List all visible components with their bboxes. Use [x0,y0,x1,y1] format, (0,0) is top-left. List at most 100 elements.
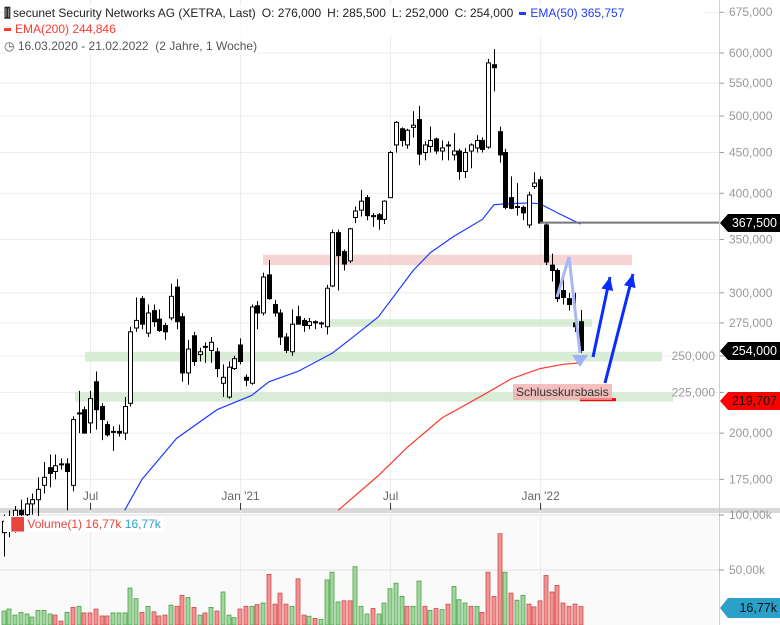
bar-chart-icon: ▐█ [7,517,25,531]
volume-bar [220,591,226,625]
candle [457,148,462,180]
volume-bar [416,580,422,625]
candle-body [30,499,35,505]
candle-body [42,476,47,486]
candle [140,296,145,330]
candle [348,227,353,264]
candle [273,299,278,317]
volume-bar [64,611,70,625]
candle [550,253,555,282]
candle-body [480,139,485,150]
candle-body [561,290,566,298]
candle-body [48,467,53,474]
volume-bar [554,585,560,625]
candle-body [382,200,387,220]
candle-body [157,318,162,332]
volume-bar [277,592,283,625]
candlestick-icon[interactable]: ⫿⫿ [4,6,11,20]
candle-body [134,319,139,329]
y-tick-label: 450,000 [729,146,773,160]
date-range-row: ◷ 16.03.2020 - 21.02.2022 (2 Jahre, 1 Wo… [4,38,258,54]
candle [325,284,330,335]
candle-body [128,331,133,404]
volume-bar [312,618,318,625]
candle-body [509,197,514,209]
candle [53,454,58,480]
volume-bar [549,591,555,625]
volume-bar [364,613,370,625]
volume-bar [104,615,110,625]
volume-bar [185,597,191,625]
volume-bar [485,571,491,625]
volume-bar [301,614,307,625]
candle [203,342,208,363]
volume-bar [451,586,457,625]
candle-body [175,286,180,323]
volume-bar [347,600,353,625]
volume-bar [272,603,278,625]
candle-body [423,144,428,154]
candle-body [198,351,203,356]
volume-bar [566,605,572,625]
rebound-arrow-2 [603,273,635,384]
candle-body [394,121,399,146]
candle-body [215,351,220,370]
volume-bar [127,587,133,625]
volume-bar [508,592,514,625]
candle-body [186,348,191,374]
candle-body [492,64,497,69]
volume-bar [231,617,237,625]
ema-lines [124,202,581,511]
candle [30,493,35,515]
candle-body [463,152,468,173]
candle-body [152,310,157,323]
candle [521,205,526,221]
candle-body [313,321,318,324]
volume-value-secondary: 16,77k [124,517,161,531]
candle-body [515,206,520,209]
ema50-legend[interactable]: EMA(50) 365,757 [519,5,624,21]
candle [111,426,116,451]
candle-body [428,139,433,147]
candle [77,390,82,434]
candle [261,272,266,316]
candle-body [342,251,347,265]
candle [59,458,64,470]
candle [175,279,180,330]
candle-body [140,298,145,325]
y-tick-label: 600,000 [729,46,773,60]
candle-body [348,228,353,262]
candle [561,275,566,305]
volume-bar [81,612,87,625]
candle-body [353,210,358,218]
volume-bars [1,533,584,625]
candle-body [336,232,341,257]
volume-bar [41,609,47,625]
volume-legend[interactable]: ▐█ Volume(1) 16,77k 16,77k [4,516,164,532]
panel-separator[interactable] [0,508,780,513]
x-tick-label: Jan '22 [521,489,560,503]
ema200-legend[interactable]: EMA(200) 244,846 [4,21,116,37]
candle [180,313,185,382]
rebound-arrow-1 [591,276,612,358]
volume-bar [116,612,122,625]
candle-body [411,124,416,128]
candle-body [498,131,503,156]
projection-arrowhead-icon [572,355,588,367]
candle [567,292,572,311]
candle [192,331,197,366]
candle-body [53,465,58,473]
candle-body [388,152,393,199]
candle-body [238,344,243,362]
volume-bar [468,605,474,625]
volume-bar [324,579,330,625]
volume-bar [197,614,203,625]
candle [538,176,543,224]
candle [382,200,387,225]
candle [336,229,341,291]
candle-body [521,206,526,214]
candle-body [307,321,312,326]
volume-bar [381,602,387,625]
candle-body [163,324,168,333]
